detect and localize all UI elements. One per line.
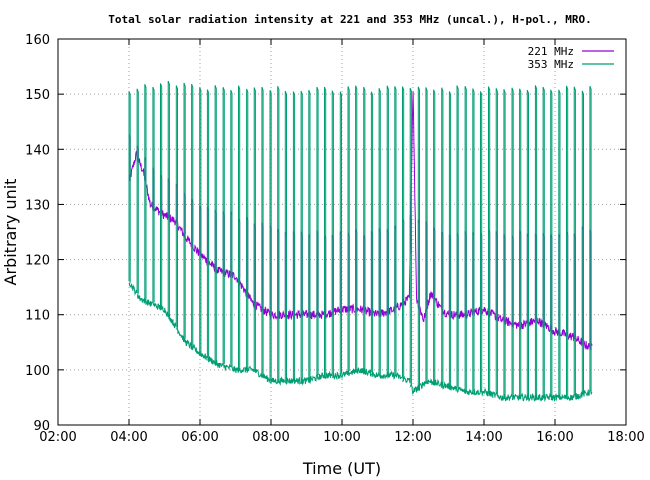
y-tick-label: 90 [33,419,50,434]
x-tick-label: 16:00 [536,430,573,445]
x-tick-label: 06:00 [181,430,218,445]
x-tick-label: 18:00 [607,430,644,445]
series-line-353-mhz [128,80,593,403]
x-tick-label: 12:00 [394,430,431,445]
x-tick-label: 02:00 [39,430,76,445]
legend: 221 MHz 353 MHz [528,45,614,71]
y-tick-label: 100 [25,364,50,379]
legend-label-221: 221 MHz [528,45,574,58]
series-line-221-mhz [128,91,593,351]
data-layer [128,80,593,403]
y-axis-label: Arbitrary unit [1,179,20,286]
y-tick-label: 150 [25,88,50,103]
y-tick-label: 110 [25,309,50,324]
x-axis-label: Time (UT) [302,459,381,478]
x-tick-label: 10:00 [323,430,360,445]
y-tick-label: 130 [25,198,50,213]
chart-title: Total solar radiation intensity at 221 a… [108,13,591,26]
x-tick-label: 04:00 [110,430,147,445]
x-tick-label: 14:00 [465,430,502,445]
y-tick-label: 120 [25,254,50,269]
y-tick-label: 160 [25,33,50,48]
ticks: 02:00 04:00 06:00 08:00 10:00 12:00 14:00 16:00… [25,33,645,445]
legend-label-353: 353 MHz [528,58,574,71]
x-tick-label: 08:00 [252,430,289,445]
y-tick-label: 140 [25,143,50,158]
